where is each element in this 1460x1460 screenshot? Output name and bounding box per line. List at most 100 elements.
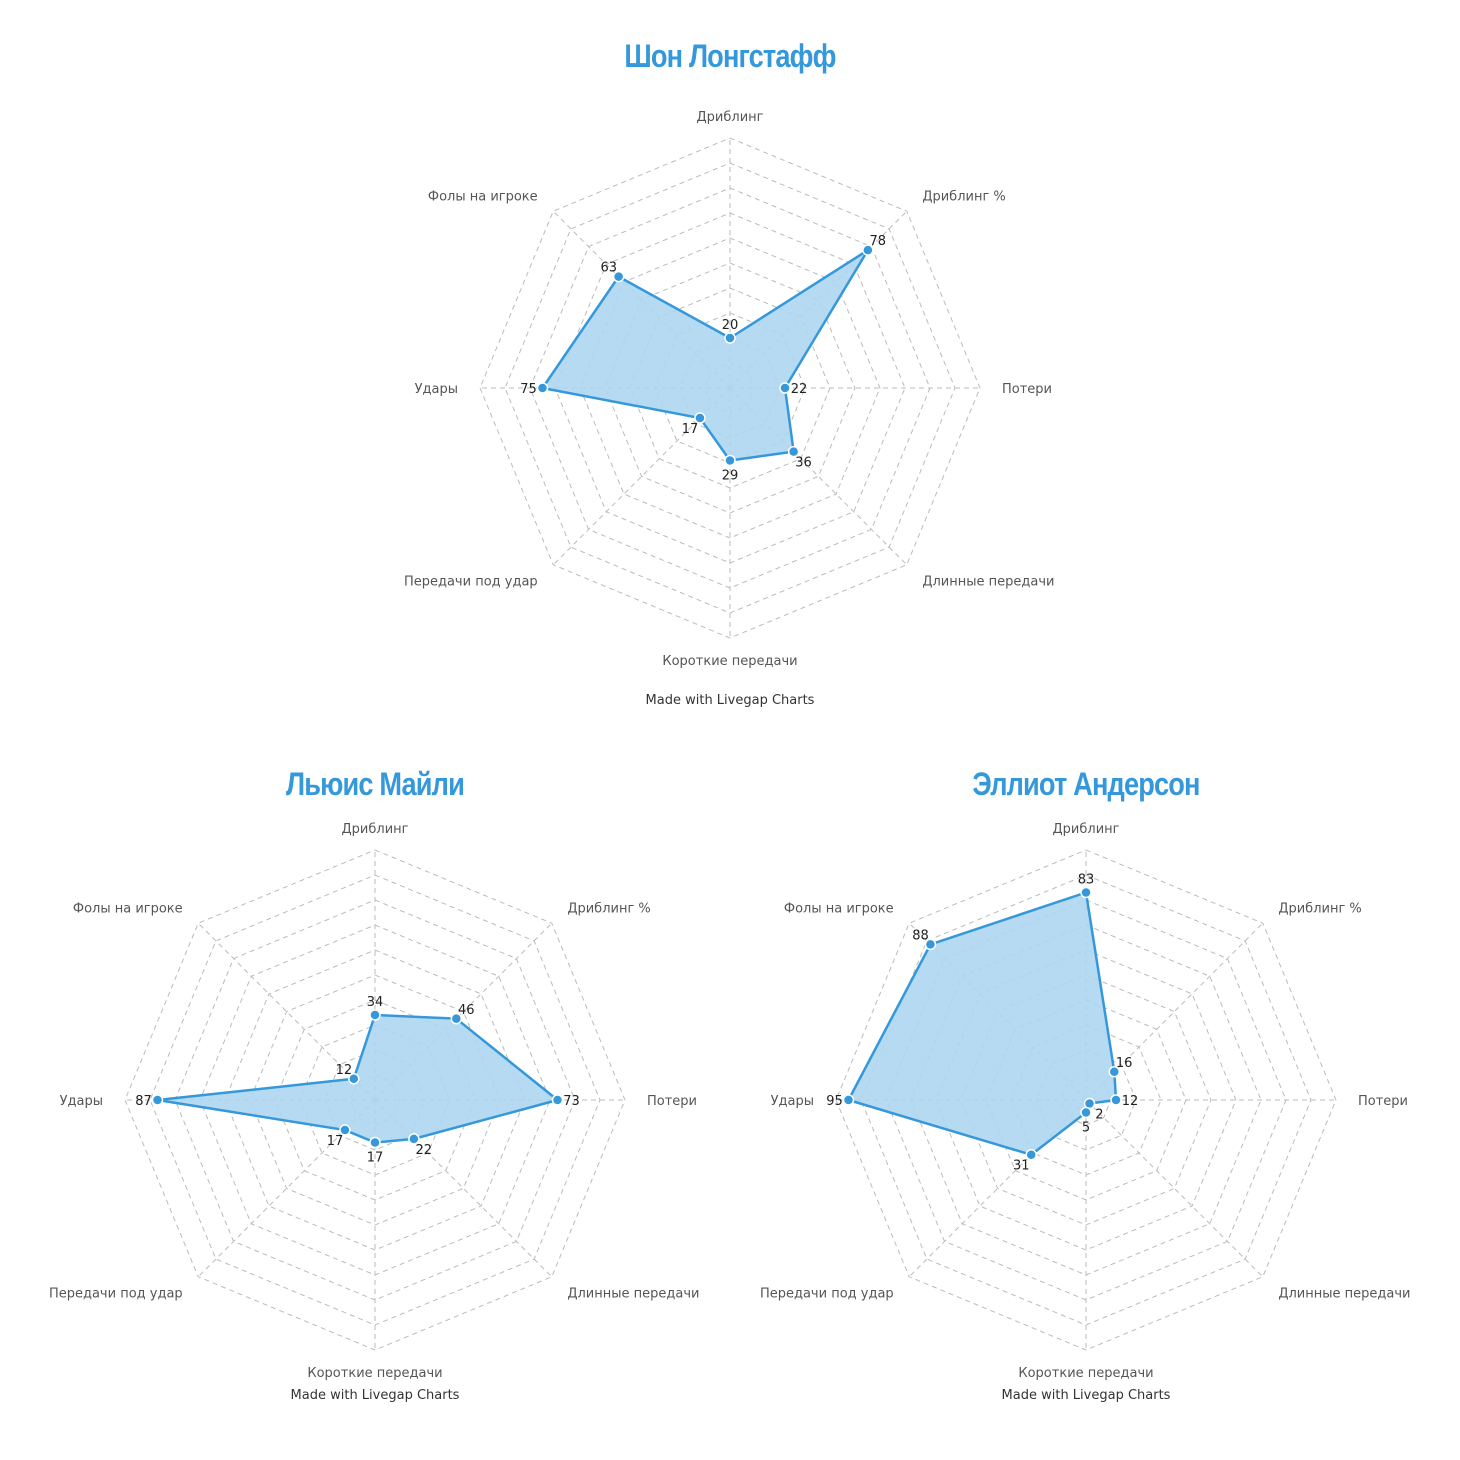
axis-label: Дриблинг xyxy=(342,822,409,837)
value-label: 31 xyxy=(1013,1159,1030,1174)
data-point xyxy=(612,270,625,283)
grid-ring xyxy=(835,849,1337,1351)
radar-svg: Дриблинг Дриблинг % Потери Длинные передачи… xyxy=(760,822,1411,1381)
value-label: 87 xyxy=(135,1094,152,1109)
value-label: 17 xyxy=(327,1134,344,1149)
axis-label: Короткие передачи xyxy=(307,1366,442,1381)
value-label: 5 xyxy=(1082,1121,1090,1136)
chart-title: Шон Лонгстафф xyxy=(624,38,836,74)
radar-chart-longstaff: Шон Лонгстафф Дриблинг Дриблинг % Потери Дл… xyxy=(404,30,1055,730)
value-label: 20 xyxy=(722,318,739,333)
axis-label: Фолы на игроке xyxy=(428,190,538,205)
data-point xyxy=(369,1136,381,1149)
axis-label: Потери xyxy=(1002,382,1052,397)
data-point xyxy=(924,938,937,951)
value-label: 34 xyxy=(367,995,384,1010)
grid-ring xyxy=(960,974,1212,1226)
radar-chart-mayley: Льюис Майли Дриблинг Дриблинг % Потери Длин… xyxy=(49,760,700,1440)
data-point xyxy=(551,1094,564,1106)
grid-spoke xyxy=(1085,922,1264,1101)
grid-ring xyxy=(479,137,981,639)
grid-spoke xyxy=(374,922,553,1101)
value-label: 17 xyxy=(367,1151,384,1166)
grid-spoke xyxy=(197,1099,376,1278)
value-label: 12 xyxy=(336,1063,353,1078)
data-point xyxy=(1108,1065,1121,1078)
data-area xyxy=(541,248,870,462)
axis-label: Потери xyxy=(1358,1094,1408,1109)
chart-footer: Made with Livegap Charts xyxy=(1001,1388,1171,1403)
axis-label: Передачи под удар xyxy=(760,1286,894,1301)
chart-title: Эллиот Андерсон xyxy=(972,766,1200,802)
data-point xyxy=(369,1009,381,1021)
radar-chart-anderson: Эллиот Андерсон Дриблинг Дриблинг % Потери… xyxy=(760,760,1411,1440)
axis-label: Удары xyxy=(60,1094,103,1109)
value-label: 75 xyxy=(520,382,537,397)
data-point xyxy=(779,382,791,394)
grid-spoke xyxy=(197,922,376,1101)
grid-spoke xyxy=(552,210,731,389)
grid-ring xyxy=(604,262,856,514)
value-label: 78 xyxy=(870,234,887,249)
axis-label: Дриблинг % xyxy=(922,190,1005,205)
grid-spoke xyxy=(729,210,908,389)
value-label: 22 xyxy=(791,382,808,397)
data-point xyxy=(348,1073,360,1085)
data-point xyxy=(151,1094,164,1106)
data-point xyxy=(1025,1149,1037,1161)
grid-ring xyxy=(124,849,626,1351)
axis-label: Дриблинг xyxy=(697,110,764,125)
data-point xyxy=(694,412,706,424)
value-label: 22 xyxy=(416,1143,433,1158)
axis-label: Фолы на игроке xyxy=(73,902,183,917)
axis-label: Дриблинг % xyxy=(1278,902,1361,917)
value-label: 46 xyxy=(458,1003,475,1018)
data-point xyxy=(787,445,800,458)
data-point xyxy=(842,1094,855,1106)
chart-title: Льюис Майли xyxy=(286,766,465,802)
grid-spoke xyxy=(908,1099,1087,1278)
axis-label: Передачи под удар xyxy=(404,574,538,589)
axis-label: Фолы на игроке xyxy=(784,902,894,917)
axis-label: Длинные передачи xyxy=(567,1286,699,1301)
axis-label: Короткие передачи xyxy=(1018,1366,1153,1381)
value-label: 95 xyxy=(826,1094,843,1109)
value-label: 63 xyxy=(600,261,617,276)
grid-spoke xyxy=(552,387,731,566)
chart-footer: Made with Livegap Charts xyxy=(290,1388,460,1403)
data-point xyxy=(1080,1106,1092,1119)
grid-spoke xyxy=(374,1099,553,1278)
data-point xyxy=(536,382,549,394)
grid-spoke xyxy=(729,387,908,566)
axis-label: Длинные передачи xyxy=(1278,1286,1410,1301)
axis-label: Короткие передачи xyxy=(662,654,797,669)
axis-label: Передачи под удар xyxy=(49,1286,183,1301)
data-point xyxy=(1110,1094,1122,1106)
value-label: 29 xyxy=(722,469,739,484)
value-label: 73 xyxy=(563,1094,580,1109)
value-label: 12 xyxy=(1122,1094,1139,1109)
data-area xyxy=(847,891,1118,1157)
value-label: 36 xyxy=(795,456,812,471)
value-label: 88 xyxy=(912,929,929,944)
radar-svg: Дриблинг Дриблинг % Потери Длинные передачи… xyxy=(404,110,1055,669)
data-point xyxy=(339,1124,351,1136)
axis-label: Дриблинг xyxy=(1053,822,1120,837)
data-point xyxy=(450,1012,463,1025)
data-point xyxy=(724,454,736,467)
value-label: 83 xyxy=(1078,873,1095,888)
grid-spoke xyxy=(1085,1099,1264,1278)
chart-footer: Made with Livegap Charts xyxy=(645,693,815,708)
value-label: 16 xyxy=(1116,1056,1133,1071)
axis-label: Удары xyxy=(771,1094,814,1109)
value-label: 17 xyxy=(682,422,699,437)
value-label: 2 xyxy=(1095,1107,1103,1122)
data-point xyxy=(724,332,736,344)
axis-label: Дриблинг % xyxy=(567,902,650,917)
data-point xyxy=(1080,886,1092,899)
axis-label: Удары xyxy=(415,382,458,397)
data-point xyxy=(862,244,874,256)
axis-label: Длинные передачи xyxy=(922,574,1054,589)
radar-svg: Дриблинг Дриблинг % Потери Длинные передачи… xyxy=(49,822,700,1381)
axis-label: Потери xyxy=(647,1094,697,1109)
